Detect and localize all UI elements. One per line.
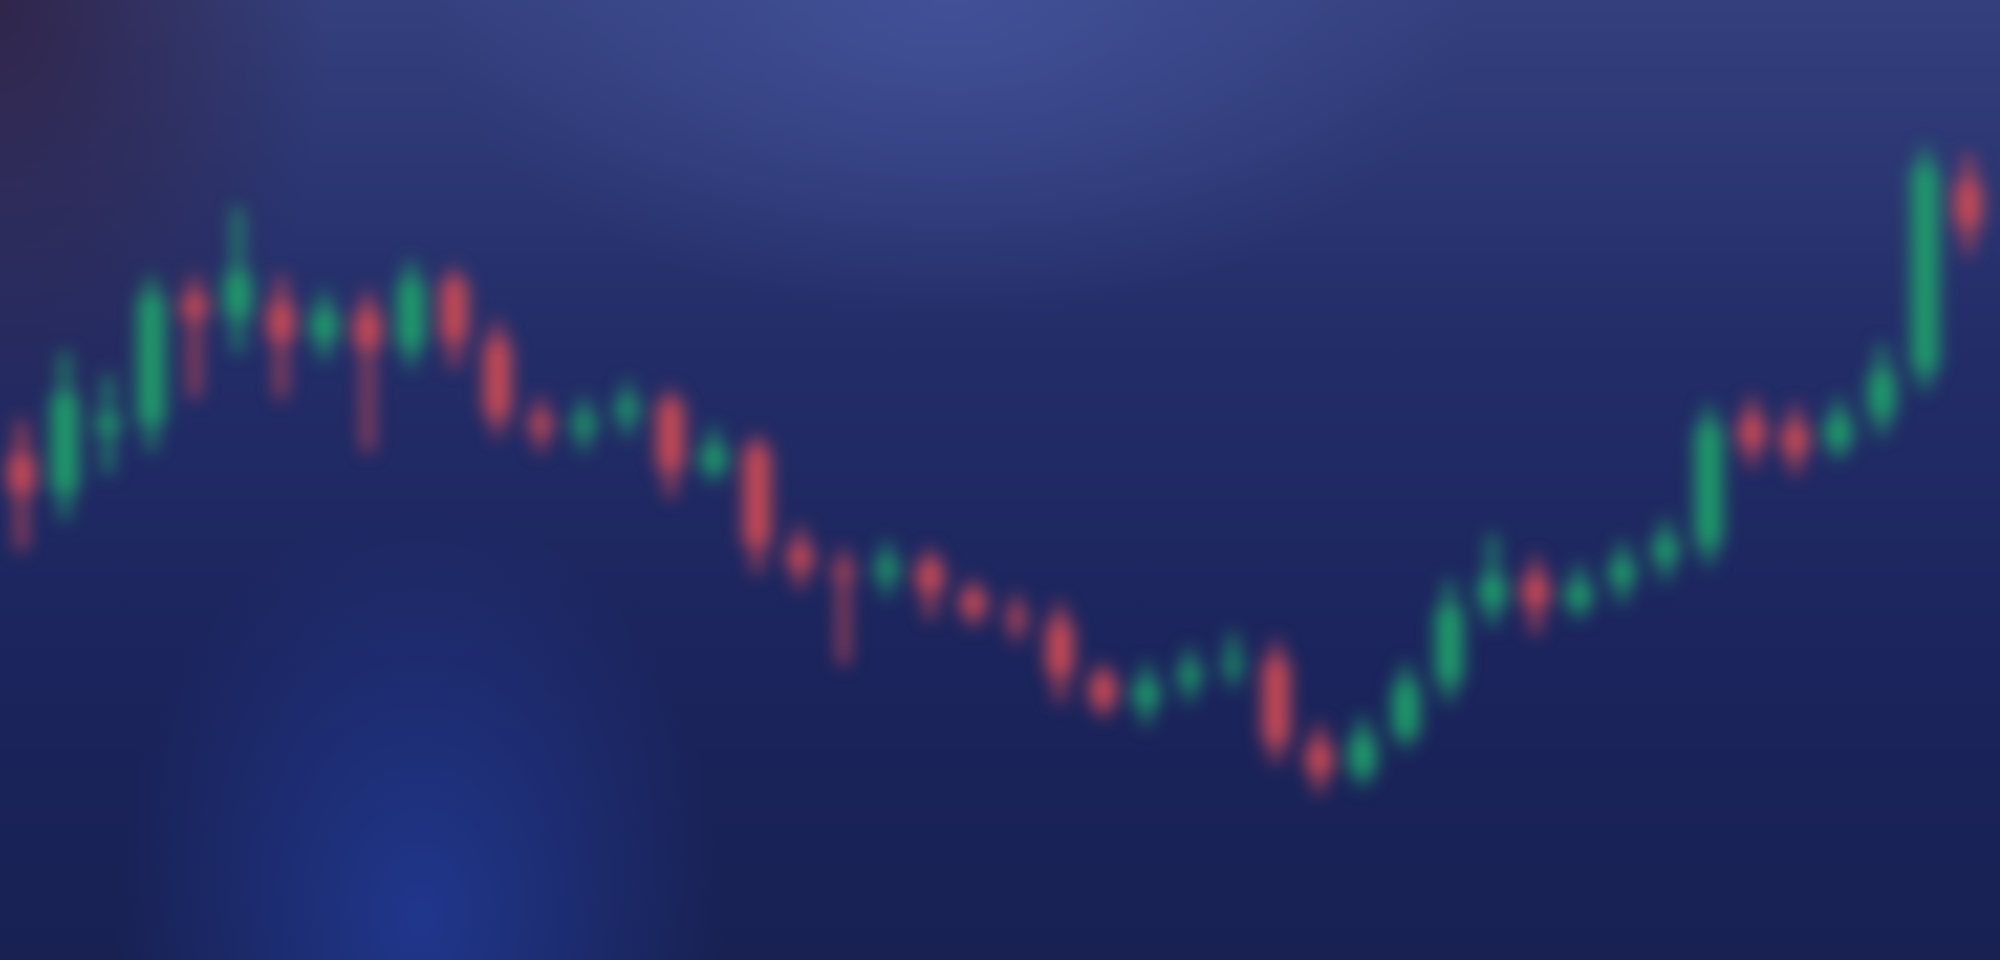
candle-layer bbox=[8, 146, 1982, 794]
candle-down bbox=[743, 447, 771, 546]
candle-up bbox=[138, 295, 165, 425]
candle-up bbox=[613, 401, 641, 417]
candle-down bbox=[354, 310, 382, 349]
candle-down bbox=[181, 295, 209, 318]
candle-down bbox=[1046, 622, 1074, 676]
candle-up bbox=[1695, 424, 1723, 546]
candle-down bbox=[657, 401, 684, 470]
candle-down bbox=[1306, 743, 1333, 774]
candle-down bbox=[1738, 416, 1766, 448]
candle-up bbox=[1349, 736, 1377, 774]
candle-up bbox=[1911, 166, 1939, 372]
candle-down bbox=[440, 280, 468, 341]
candle-up bbox=[1176, 667, 1204, 683]
candle-down bbox=[8, 454, 36, 493]
candle-up bbox=[1219, 660, 1247, 668]
candle-up bbox=[1479, 576, 1506, 607]
candle-up bbox=[1392, 682, 1420, 736]
candle-up bbox=[311, 310, 338, 341]
candle-up bbox=[570, 416, 598, 432]
candle-up bbox=[1565, 584, 1593, 607]
candle-down bbox=[1954, 181, 1982, 227]
candle-down bbox=[830, 568, 857, 577]
candle-down bbox=[1003, 614, 1031, 623]
candle-up bbox=[1825, 416, 1852, 448]
candle-down bbox=[484, 340, 511, 417]
candle-down bbox=[267, 302, 295, 341]
candle-down bbox=[1781, 424, 1809, 455]
candle-up bbox=[1435, 606, 1463, 683]
candle-down bbox=[527, 416, 555, 432]
candle-up bbox=[700, 447, 728, 470]
candle-up bbox=[224, 272, 252, 318]
candle-up bbox=[94, 416, 122, 432]
candle-up bbox=[51, 394, 79, 493]
candle-down bbox=[786, 546, 814, 569]
candle-up bbox=[873, 561, 901, 577]
candle-down bbox=[1262, 660, 1290, 744]
candle-up bbox=[1868, 371, 1896, 417]
candle-up bbox=[1652, 538, 1679, 562]
candle-down bbox=[916, 561, 944, 592]
candle-up bbox=[397, 280, 425, 349]
candle-down bbox=[959, 591, 987, 615]
candle-up bbox=[1608, 561, 1636, 584]
candle-down bbox=[1089, 675, 1117, 706]
candle-down bbox=[1522, 576, 1550, 607]
candle-up bbox=[1133, 682, 1160, 706]
